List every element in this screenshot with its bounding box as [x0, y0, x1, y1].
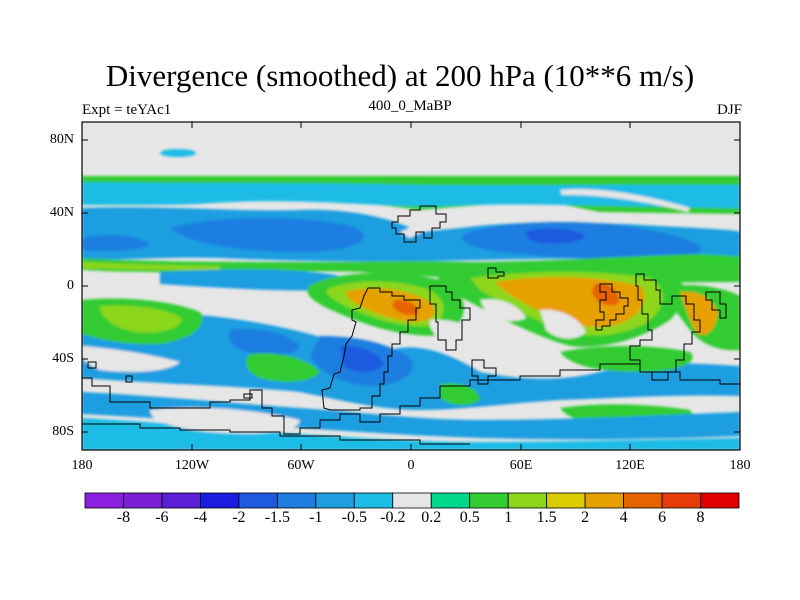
top-cyan-patch: [160, 149, 196, 157]
colorbar-label: 0.2: [421, 509, 442, 526]
colorbar-swatch: [469, 492, 509, 509]
colorbar: [84, 492, 740, 509]
coastline-africa-south: [471, 359, 497, 385]
coastline-antarctica: [82, 363, 740, 435]
nh-blue-core-2: [461, 222, 702, 260]
colorbar-swatch: [84, 492, 124, 509]
nh-blue-core: [170, 217, 364, 252]
white-arc-2: [560, 189, 690, 212]
colorbar-swatch: [161, 492, 201, 509]
colorbar-swatch: [507, 492, 548, 509]
sh-green-2: [245, 353, 320, 382]
nh-deep-core: [525, 228, 585, 244]
spcz-orange: [680, 291, 718, 335]
experiment-label: Expt = teYAc1: [82, 102, 172, 118]
colorbar-swatch: [276, 492, 317, 509]
lat-label-80n: 80N: [49, 132, 74, 147]
lat-label-eq: 0: [67, 278, 74, 293]
eq-blue-band: [160, 269, 340, 291]
lat-label-40s: 40S: [52, 351, 74, 366]
atlantic-red-core: [392, 299, 419, 316]
sh-white-gap-3: [82, 346, 180, 372]
colorbar-label: -6: [155, 509, 169, 526]
so-blue-band: [82, 392, 740, 440]
sh-white-gap-1: [429, 319, 500, 359]
sh-deep-core: [340, 345, 384, 372]
colorbar-label: 8: [696, 509, 705, 526]
lon-label-120w: 120W: [174, 458, 210, 473]
colorbar-swatch: [430, 492, 471, 509]
colorbar-swatch: [661, 492, 701, 509]
lon-label-60w: 60W: [287, 458, 315, 473]
sh-white-gap-4: [480, 299, 526, 321]
sh-white-gap-2: [540, 309, 586, 339]
colorbar-swatch: [200, 492, 240, 509]
coastline-island-3: [243, 393, 253, 399]
white-arc-1: [400, 210, 520, 238]
lon-label-60e: 60E: [509, 458, 533, 473]
sh-yellow-left: [100, 305, 182, 333]
colorbar-label: -4: [193, 509, 208, 526]
coastline-maritime: [595, 283, 629, 331]
coastline-new-zealand: [705, 291, 727, 319]
colorbar-label: 0.5: [459, 509, 480, 526]
colorbar-label: -0.5: [341, 509, 367, 526]
colorbar-swatch: [546, 492, 586, 509]
lon-label-120e: 120E: [615, 458, 645, 473]
colorbar-swatch: [584, 492, 624, 509]
so-white: [150, 407, 300, 434]
coastline-africa: [429, 285, 471, 351]
colorbar-swatch: [353, 492, 394, 509]
colorbar-label: -1.5: [264, 509, 291, 526]
lon-label-180e: 180: [729, 458, 751, 473]
eq-yellow-band: [82, 262, 220, 270]
coastline-island-1: [87, 361, 97, 369]
lon-label-180w: 180: [71, 458, 93, 473]
coastline-south-america: [321, 287, 421, 411]
colorbar-label: 2: [581, 509, 590, 526]
lon-ticks: [81, 122, 741, 450]
colorbar-label: -1: [309, 509, 323, 526]
colorbar-label: 1: [504, 509, 513, 526]
lon-label-0: 0: [407, 458, 415, 473]
colorbar-swatch: [315, 492, 355, 509]
colorbar-swatch: [123, 492, 163, 509]
coastline-north-america: [391, 205, 447, 243]
colorbar-label: 6: [658, 509, 667, 526]
colorbar-label: 4: [619, 509, 628, 526]
map-title: Divergence (smoothed) at 200 hPa (10**6 …: [105, 58, 695, 93]
colorbar-swatch: [700, 492, 740, 509]
colorbar-swatch: [392, 492, 432, 509]
so-cyan-band: [82, 418, 740, 450]
lat-label-40n: 40N: [49, 205, 74, 220]
nh-cyan-band: [82, 182, 740, 208]
coastlines: [82, 205, 740, 445]
colorbar-label: -0.2: [380, 509, 406, 526]
colorbar-label: -8: [116, 509, 131, 526]
colorbar-label: 1.5: [536, 509, 557, 526]
season-label: DJF: [716, 102, 742, 118]
nh-blue-core-3: [82, 235, 150, 252]
colorbar-swatch: [623, 492, 663, 509]
coastline-antarctica-lower: [82, 423, 470, 445]
period-label: 400_0_MaBP: [368, 98, 452, 114]
lat-ticks: [82, 139, 740, 433]
coastline-island-2: [125, 375, 133, 383]
sh-green-3: [560, 346, 693, 372]
colorbar-label: -2: [232, 509, 246, 526]
coastline-asia: [487, 267, 505, 279]
lat-label-80s: 80S: [52, 424, 74, 439]
colorbar-swatch: [238, 492, 278, 509]
divergence-field: [82, 149, 740, 450]
sh-green-4: [440, 382, 480, 406]
sh-blue-core-2: [228, 328, 300, 356]
